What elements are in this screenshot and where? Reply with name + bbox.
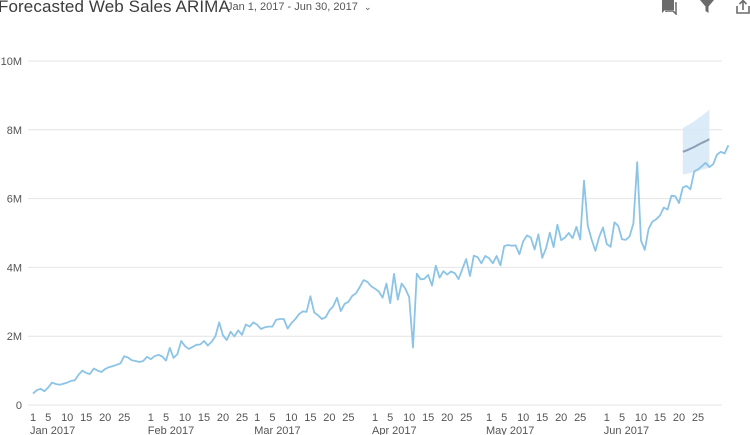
x-month-label: Feb 2017	[148, 425, 194, 435]
x-tick-label: 25	[236, 412, 248, 424]
x-tick-label: 20	[217, 412, 229, 424]
x-tick-label: 20	[673, 412, 685, 424]
x-month-label: Jun 2017	[604, 425, 649, 435]
x-tick-label: 5	[387, 412, 393, 424]
x-month-label: May 2017	[486, 425, 534, 435]
x-tick-label: 10	[61, 412, 73, 424]
x-tick-label: 5	[501, 412, 507, 424]
x-tick-label: 15	[198, 412, 210, 424]
y-tick-label: 0	[16, 400, 22, 412]
x-tick-label: 25	[692, 412, 704, 424]
x-tick-label: 25	[342, 412, 354, 424]
x-tick-label: 10	[179, 412, 191, 424]
x-tick-label: 5	[619, 412, 625, 424]
y-axis: 0 2M 4M 6M 8M 10M	[1, 56, 22, 412]
x-tick-label: 10	[285, 412, 297, 424]
x-tick-label: 5	[163, 412, 169, 424]
x-tick-label: 10	[517, 412, 529, 424]
x-axis: 1 5 10 15 20 25 1 5 10 15 20 25 1 5 10 15 20 25 1 5 10 15 20 25…	[30, 412, 704, 435]
y-tick-label: 10M	[1, 56, 22, 68]
x-tick-label: 1	[148, 412, 154, 424]
x-tick-label: 15	[304, 412, 316, 424]
y-tick-label: 4M	[7, 262, 22, 274]
share-icon[interactable]	[735, 0, 750, 15]
x-tick-label: 20	[99, 412, 111, 424]
forecast-line	[682, 138, 710, 153]
x-tick-label: 5	[269, 412, 275, 424]
x-tick-label: 1	[486, 412, 492, 424]
x-tick-label: 25	[574, 412, 586, 424]
chart-header: Forecasted Web Sales ARIMA Jan 1, 2017 -…	[0, 0, 750, 22]
x-tick-label: 15	[422, 412, 434, 424]
x-month-label: Apr 2017	[372, 425, 417, 435]
chart-title: Forecasted Web Sales ARIMA	[0, 0, 230, 16]
x-tick-label: 10	[635, 412, 647, 424]
date-range-label: Jan 1, 2017 - Jun 30, 2017	[227, 1, 358, 13]
date-range-dropdown[interactable]: Jan 1, 2017 - Jun 30, 2017 ⌄	[227, 1, 372, 13]
x-tick-label: 25	[118, 412, 130, 424]
actual-sales-line	[32, 144, 730, 395]
y-tick-label: 2M	[7, 331, 22, 343]
forecast-confidence-band	[682, 109, 710, 175]
chevron-down-icon: ⌄	[363, 2, 372, 12]
x-tick-label: 1	[372, 412, 378, 424]
y-tick-label: 6M	[7, 194, 22, 206]
x-tick-label: 20	[441, 412, 453, 424]
filter-icon[interactable]	[699, 0, 715, 15]
x-month-label: Mar 2017	[254, 425, 300, 435]
x-tick-label: 1	[30, 412, 36, 424]
x-tick-label: 1	[604, 412, 610, 424]
y-tick-label: 8M	[7, 125, 22, 137]
comment-icon[interactable]	[661, 0, 677, 16]
x-tick-label: 15	[654, 412, 666, 424]
x-tick-label: 5	[45, 412, 51, 424]
x-tick-label: 20	[323, 412, 335, 424]
grid-lines	[28, 60, 722, 406]
x-tick-label: 25	[460, 412, 472, 424]
x-tick-label: 10	[403, 412, 415, 424]
x-tick-label: 15	[80, 412, 92, 424]
x-tick-label: 20	[555, 412, 567, 424]
x-tick-label: 15	[536, 412, 548, 424]
x-month-label: Jan 2017	[30, 425, 75, 435]
x-tick-label: 1	[254, 412, 260, 424]
